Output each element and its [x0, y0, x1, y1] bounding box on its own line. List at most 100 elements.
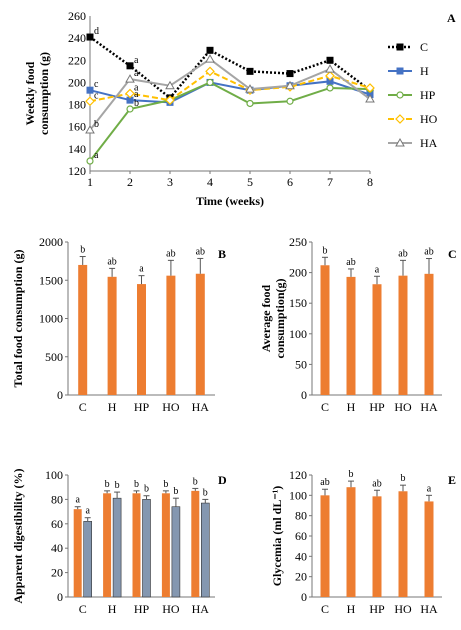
- significance-letter: a: [427, 483, 432, 494]
- x-tick-label: HP: [369, 602, 385, 616]
- data-point: [245, 84, 255, 93]
- significance-letter: a: [134, 83, 139, 94]
- data-point: [395, 114, 405, 124]
- y-axis-title-line: Weekly food: [23, 61, 37, 125]
- data-point: [325, 70, 335, 81]
- x-axis-title: Time (weeks): [196, 194, 264, 208]
- x-tick-label: HO: [162, 400, 180, 414]
- series-ho: [85, 66, 375, 107]
- y-tick-label: 0: [301, 590, 307, 604]
- panel-letter: C: [448, 247, 457, 261]
- x-tick-label: HP: [134, 400, 150, 414]
- x-tick-label: HP: [369, 400, 385, 414]
- bar: [346, 276, 356, 395]
- data-point: [206, 46, 214, 54]
- panel-b-bar-chart: 0 500 1000 1500 2000 C H HP HO HA Total food consu…: [11, 235, 226, 414]
- x-tick-label: H: [108, 602, 117, 616]
- x-tick-label: C: [321, 602, 329, 616]
- y-tick-label: 120: [68, 164, 86, 178]
- x-tick-label: C: [79, 602, 87, 616]
- y-tick-label: 140: [68, 142, 86, 156]
- y-tick-label: 80: [51, 492, 63, 506]
- legend-label: HO: [420, 112, 438, 126]
- y-tick-label: 180: [68, 98, 86, 112]
- data-point: [326, 56, 334, 64]
- bar: [132, 493, 141, 597]
- panel-letter: A: [447, 11, 456, 25]
- series-line: [89, 81, 371, 162]
- y-axis-title-line: consumption (g): [37, 52, 51, 135]
- bar: [372, 284, 382, 395]
- data-point: [246, 99, 254, 108]
- data-point: [395, 137, 405, 147]
- panel-a-line-chart: 120 140 160 180 200 220 240 260 1 2 3 4 5 6 7 8 Time (we…: [23, 9, 456, 208]
- significance-letter: ab: [320, 477, 329, 488]
- significance-letter: b: [401, 473, 406, 484]
- legend-entry: C: [388, 40, 428, 54]
- y-tick-label: 200: [289, 266, 307, 280]
- x-tick-label: 1: [87, 175, 93, 189]
- y-tick-label: 100: [289, 488, 307, 502]
- significance-letter: a: [134, 68, 139, 79]
- data-point: [396, 43, 404, 51]
- x-tick-label: H: [347, 602, 356, 616]
- significance-letter: b: [105, 479, 110, 490]
- bar: [171, 506, 181, 598]
- y-axis-title: Glycemia (ml dL⁻¹): [270, 486, 284, 587]
- data-point: [246, 67, 254, 75]
- data-point: [326, 84, 334, 92]
- y-tick-label: 500: [45, 350, 63, 364]
- data-point: [205, 54, 215, 63]
- significance-letter: b: [203, 487, 208, 498]
- data-point: [396, 67, 404, 75]
- y-axis-title: Apparent digestibility (%): [11, 468, 25, 603]
- significance-letter: ab: [166, 248, 175, 259]
- bar: [191, 490, 200, 597]
- significance-letter: c: [94, 90, 99, 101]
- bar: [372, 496, 382, 597]
- y-tick-label: 0: [57, 388, 63, 402]
- data-point: [286, 97, 294, 105]
- significance-letter: ab: [346, 257, 355, 268]
- y-tick-label: 80: [295, 509, 307, 523]
- data-point: [86, 157, 94, 165]
- bar: [142, 499, 151, 598]
- legend-label: HP: [420, 88, 436, 102]
- bar: [320, 265, 330, 395]
- x-tick-label: 5: [247, 175, 253, 189]
- bar: [103, 493, 112, 597]
- y-tick-label: 240: [68, 31, 86, 45]
- significance-letter: d: [94, 26, 99, 37]
- x-tick-label: HA: [420, 400, 438, 414]
- bar: [424, 273, 434, 395]
- bar: [201, 502, 210, 598]
- bar: [195, 273, 205, 395]
- panel-c-bar-chart: 0 50 100 150 200 250 C H HP HO HA Average foodconsu…: [259, 235, 457, 414]
- x-tick-label: 2: [127, 175, 133, 189]
- significance-letter: a: [85, 506, 90, 517]
- y-tick-label: 160: [68, 120, 86, 134]
- bar: [161, 493, 170, 597]
- panel-e-bar-chart: 0 20 40 60 80 100 120 C H HP HO HA Glycemia (ml dL⁻¹…: [270, 468, 456, 616]
- significance-letter: ab: [398, 248, 407, 259]
- y-tick-label: 120: [289, 468, 307, 482]
- significance-letter: b: [349, 469, 354, 480]
- panel-letter: B: [218, 247, 226, 261]
- x-tick-label: C: [321, 400, 329, 414]
- x-tick-label: HA: [192, 400, 210, 414]
- y-tick-label: 200: [68, 75, 86, 89]
- y-tick-label: 220: [68, 53, 86, 67]
- x-tick-label: 4: [207, 175, 213, 189]
- legend-entry: H: [388, 64, 429, 78]
- data-point: [365, 94, 375, 103]
- data-point: [125, 88, 135, 99]
- x-tick-label: HA: [192, 602, 210, 616]
- significance-letter: b: [323, 245, 328, 256]
- y-tick-label: 60: [51, 517, 63, 531]
- bar: [137, 284, 146, 395]
- legend-label: C: [420, 40, 428, 54]
- x-tick-label: HA: [420, 602, 438, 616]
- bar: [398, 491, 408, 597]
- y-tick-label: 100: [289, 327, 307, 341]
